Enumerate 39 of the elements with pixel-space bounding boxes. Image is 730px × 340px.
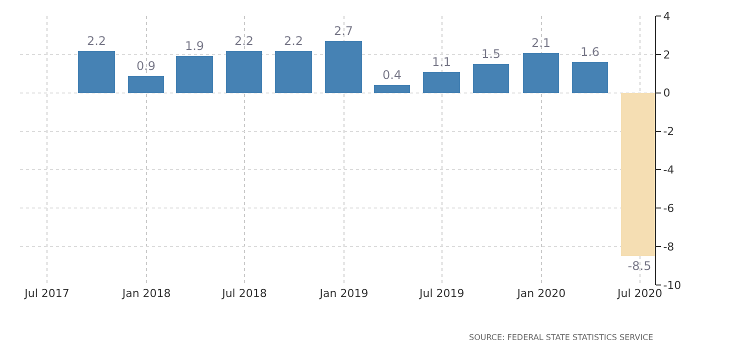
y-tick-label: -2 <box>663 125 674 138</box>
y-tick-label: -8 <box>663 240 674 254</box>
x-tick-label: Jul 2020 <box>616 287 662 300</box>
bar <box>473 64 509 93</box>
y-tick-label: 4 <box>663 10 670 23</box>
bar <box>275 51 312 93</box>
bar <box>523 53 559 93</box>
x-tick-label: Jul 2017 <box>24 287 70 300</box>
bar <box>572 62 608 93</box>
x-tick-label: Jan 2018 <box>121 287 171 300</box>
bar <box>374 85 410 93</box>
data-label: 1.9 <box>184 39 204 53</box>
bar <box>325 41 362 93</box>
data-label: 2.2 <box>284 34 304 48</box>
x-tick-label: Jul 2019 <box>418 287 464 300</box>
bar <box>423 72 460 93</box>
data-label: 1.5 <box>481 47 501 61</box>
data-label: 1.1 <box>432 55 452 69</box>
x-tick-label: Jan 2019 <box>318 287 368 300</box>
bar <box>176 56 213 93</box>
y-tick-label: -10 <box>663 278 682 292</box>
data-label: 2.2 <box>234 34 254 48</box>
x-tick-label: Jan 2020 <box>516 287 566 300</box>
bar <box>226 51 262 93</box>
data-label: 2.2 <box>86 34 106 48</box>
y-tick-label: 2 <box>663 48 670 62</box>
data-label: -8.5 <box>628 259 652 273</box>
y-tick-label: -6 <box>663 202 674 215</box>
data-label: 0.4 <box>382 68 402 82</box>
y-tick-label: 0 <box>663 86 670 100</box>
bar <box>128 76 164 93</box>
bar <box>78 51 115 93</box>
data-label: 2.7 <box>334 24 354 38</box>
data-label: 2.1 <box>531 36 551 50</box>
x-tick-label: Jul 2018 <box>221 287 267 300</box>
y-tick-label: -4 <box>663 164 674 177</box>
source-note: SOURCE: FEDERAL STATE STATISTICS SERVICE <box>469 333 654 340</box>
data-label: 0.9 <box>136 59 156 73</box>
data-label: 1.6 <box>580 45 600 59</box>
